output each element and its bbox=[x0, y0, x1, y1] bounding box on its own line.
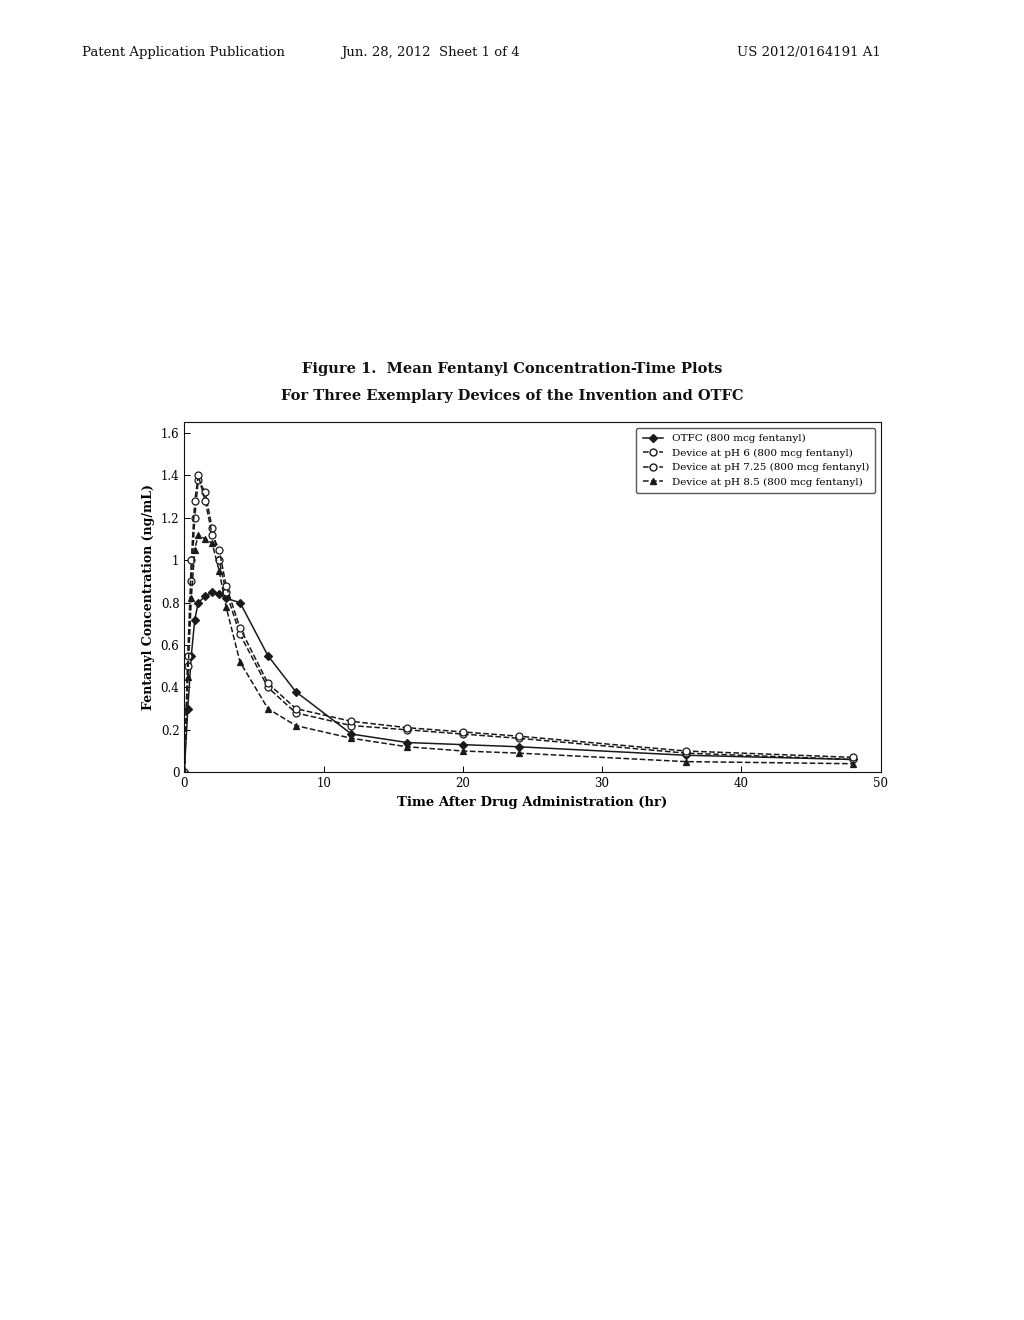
Legend: OTFC (800 mcg fentanyl), Device at pH 6 (800 mcg fentanyl), Device at pH 7.25 (8: OTFC (800 mcg fentanyl), Device at pH 6 … bbox=[636, 428, 876, 492]
Text: Jun. 28, 2012  Sheet 1 of 4: Jun. 28, 2012 Sheet 1 of 4 bbox=[341, 46, 519, 59]
Text: Patent Application Publication: Patent Application Publication bbox=[82, 46, 285, 59]
Text: Figure 1.  Mean Fentanyl Concentration-Time Plots: Figure 1. Mean Fentanyl Concentration-Ti… bbox=[302, 362, 722, 376]
Text: US 2012/0164191 A1: US 2012/0164191 A1 bbox=[737, 46, 881, 59]
Y-axis label: Fentanyl Concentration (ng/mL): Fentanyl Concentration (ng/mL) bbox=[142, 484, 156, 710]
Text: For Three Exemplary Devices of the Invention and OTFC: For Three Exemplary Devices of the Inven… bbox=[281, 388, 743, 403]
X-axis label: Time After Drug Administration (hr): Time After Drug Administration (hr) bbox=[397, 796, 668, 809]
